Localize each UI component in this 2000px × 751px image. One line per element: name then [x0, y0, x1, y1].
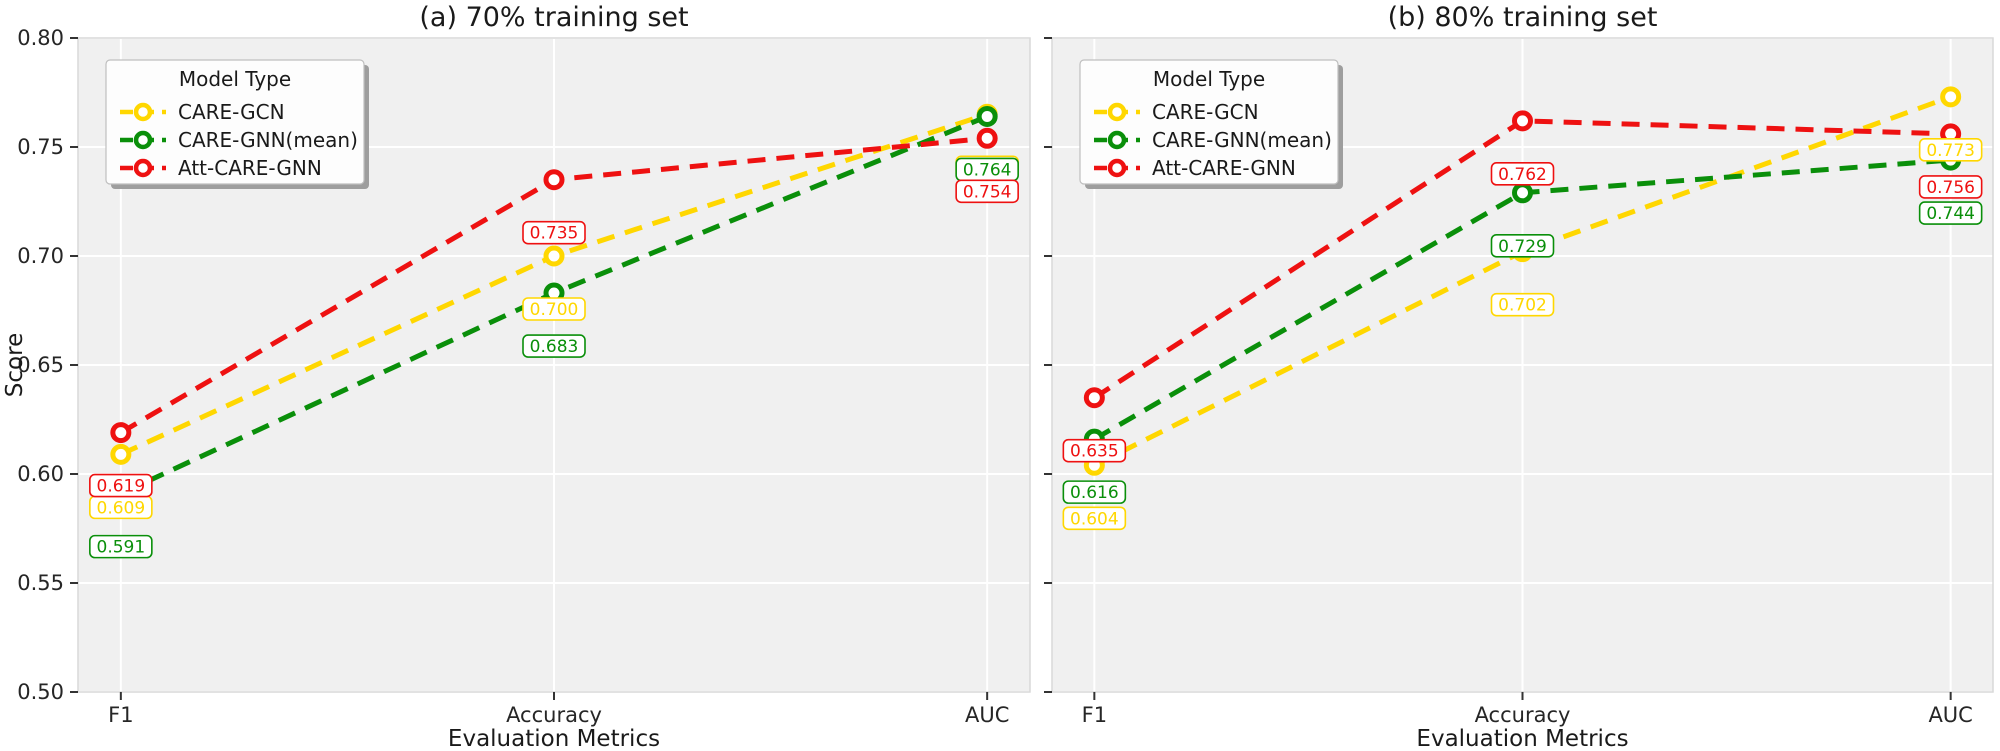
y-tick-label: 0.75 — [17, 135, 64, 159]
legend-entry-label: Att-CARE-GNN — [1152, 156, 1296, 180]
y-tick-label: 0.80 — [17, 26, 64, 50]
data-point-label: 0.729 — [1498, 237, 1547, 257]
data-point-label: 0.735 — [530, 224, 579, 244]
data-point-label-box — [89, 473, 153, 498]
data-point-label-box — [1490, 292, 1555, 317]
data-point-label: 0.773 — [1926, 141, 1975, 161]
subplot-title: (a) 70% training set — [419, 2, 688, 33]
data-point-label: 0.700 — [530, 300, 579, 320]
subplot-title: (b) 80% training set — [1388, 2, 1658, 33]
data-point-marker — [1512, 182, 1533, 204]
legend: Model Type CARE-GCN CARE-GNN(mean) Att-CARE… — [105, 59, 369, 189]
data-point-label: 0.609 — [97, 498, 146, 518]
y-axis-title: Score — [2, 333, 28, 397]
data-point-label: 0.756 — [1926, 178, 1975, 198]
data-point-label-box — [1490, 233, 1555, 258]
legend-sample-marker-icon — [133, 158, 153, 178]
legend-entry-label: CARE-GCN — [1152, 100, 1259, 124]
legend-sample-marker-icon — [1107, 102, 1127, 122]
legend-entry-label: CARE-GCN — [178, 100, 285, 124]
x-tick-label: AUC — [965, 703, 1009, 727]
data-point-label: 0.754 — [963, 182, 1012, 202]
data-point-marker — [110, 422, 132, 444]
data-point-label-box — [1918, 175, 1983, 199]
data-point-label: 0.764 — [963, 160, 1012, 180]
legend-sample-marker-icon — [133, 102, 153, 122]
data-point-label-box — [522, 220, 586, 245]
data-point-label: 0.635 — [1070, 442, 1119, 462]
legend-box — [105, 59, 365, 185]
data-point-label: 0.683 — [530, 337, 579, 357]
legend-title: Model Type — [1153, 67, 1265, 91]
data-point-label: 0.604 — [1070, 509, 1119, 529]
data-point-label: 0.702 — [1498, 296, 1547, 316]
subplot-b: 0.604 0.702 0.773 0.616 0.729 0.744 0.635 0.762… — [1044, 2, 1994, 751]
data-point-label: 0.619 — [97, 477, 146, 497]
legend: Model Type CARE-GCN CARE-GNN(mean) Att-CARE… — [1079, 59, 1343, 189]
data-point-label-box — [522, 297, 586, 321]
legend-entry-label: Att-CARE-GNN — [178, 156, 322, 180]
data-point-label: 0.591 — [97, 538, 146, 558]
x-axis-title: Evaluation Metrics — [1416, 726, 1628, 751]
legend-sample-marker-icon — [133, 130, 153, 150]
data-point-marker — [1512, 110, 1533, 132]
data-point-label-box — [1062, 506, 1127, 531]
y-tick-label: 0.55 — [17, 571, 64, 595]
data-point-marker — [976, 105, 998, 127]
legend-box — [1079, 59, 1339, 185]
data-point-label-box — [1918, 138, 1983, 162]
y-tick-label: 0.50 — [17, 680, 64, 704]
data-point-label: 0.744 — [1926, 204, 1975, 224]
data-point-label-box — [1062, 480, 1127, 504]
y-tick-label: 0.65 — [17, 353, 64, 377]
x-tick-label: Accuracy — [1475, 703, 1571, 727]
data-point-label: 0.762 — [1498, 165, 1547, 185]
legend-title: Model Type — [179, 67, 291, 91]
y-tick-label: 0.70 — [17, 244, 64, 268]
data-point-label-box — [955, 179, 1019, 204]
data-point-label-box — [89, 534, 153, 559]
data-point-label: 0.616 — [1070, 483, 1119, 503]
data-point-marker — [976, 127, 998, 149]
x-tick-label: AUC — [1928, 703, 1972, 727]
x-tick-label: Accuracy — [506, 703, 602, 727]
legend-entry-label: CARE-GNN(mean) — [1152, 128, 1332, 152]
data-point-marker — [543, 245, 565, 267]
data-point-marker — [543, 169, 565, 191]
data-point-marker — [1083, 387, 1105, 409]
x-tick-label: F1 — [108, 703, 133, 727]
data-point-marker — [1940, 86, 1962, 108]
x-tick-label: F1 — [1082, 703, 1107, 727]
legend-sample-marker-icon — [1107, 130, 1127, 150]
subplot-a: 0.6090.7000.7650.5910.6830.7640.6190.735… — [2, 2, 1031, 751]
data-point-marker — [110, 443, 132, 465]
data-point-label-box — [1918, 201, 1983, 225]
data-point-label-box — [522, 334, 586, 358]
x-axis-title: Evaluation Metrics — [448, 726, 660, 751]
data-point-label-box — [1490, 162, 1555, 186]
data-point-label-box — [1062, 438, 1127, 463]
legend-entry-label: CARE-GNN(mean) — [178, 128, 358, 152]
y-tick-label: 0.60 — [17, 462, 64, 486]
legend-sample-marker-icon — [1107, 158, 1127, 178]
